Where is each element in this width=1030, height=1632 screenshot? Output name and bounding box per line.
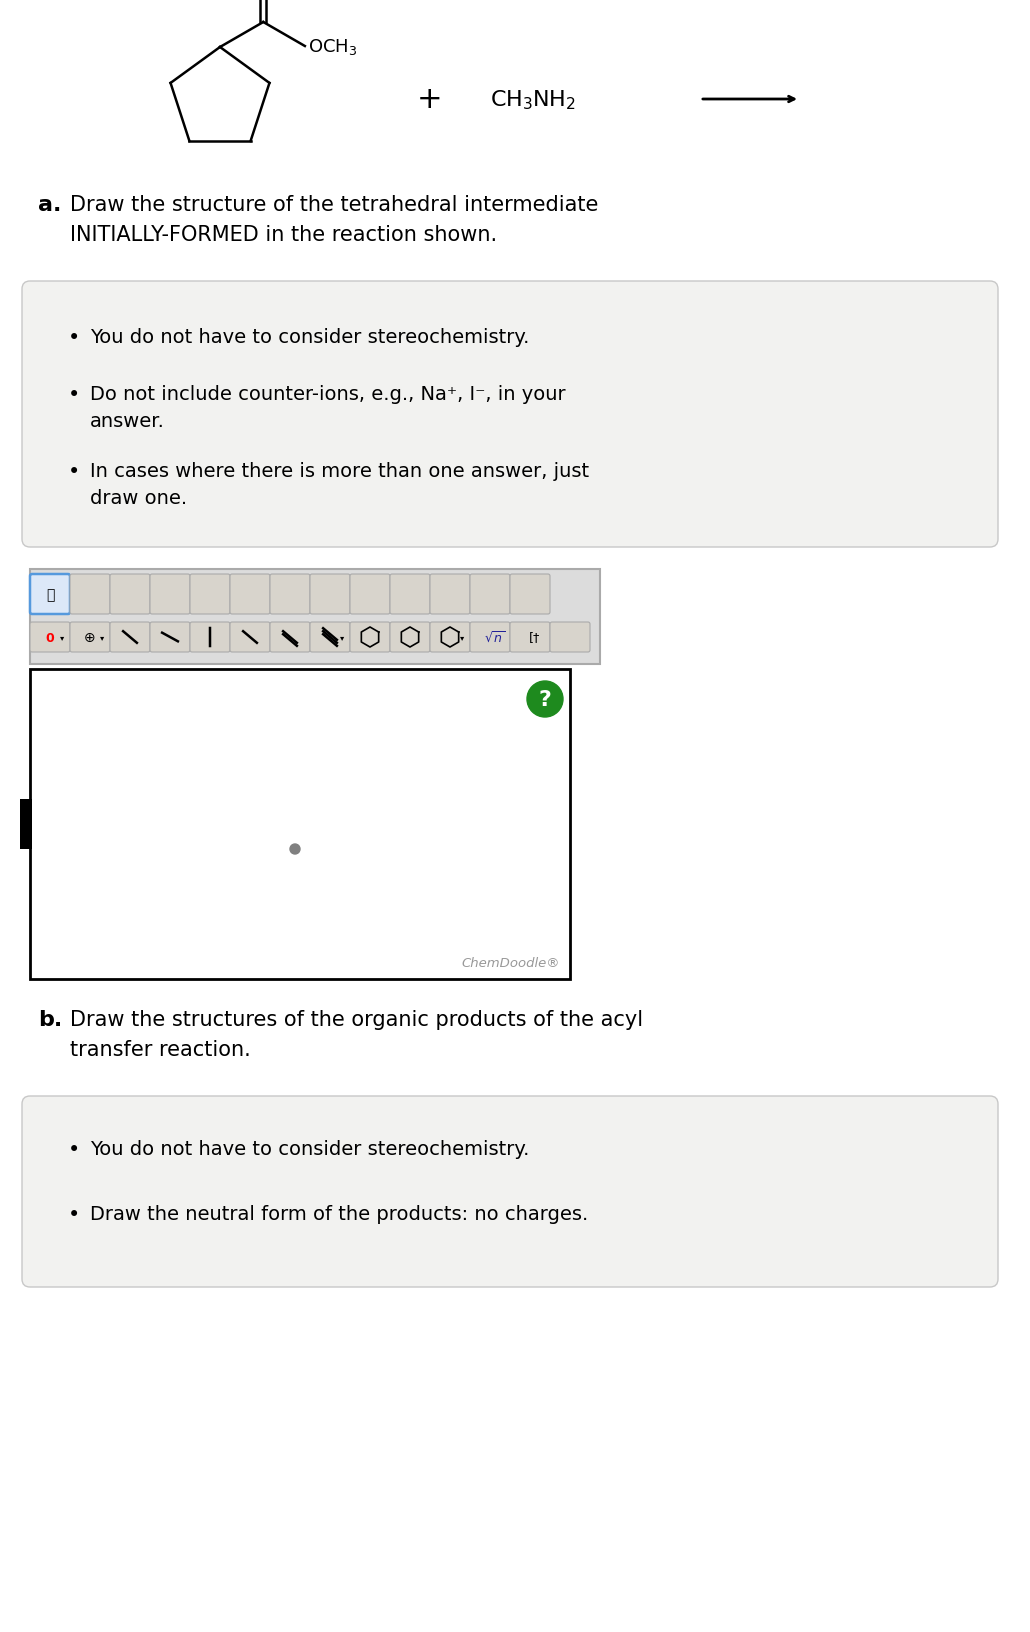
Text: Draw the structure of the tetrahedral intermediate
INITIALLY-FORMED in the react: Draw the structure of the tetrahedral in… [70, 194, 598, 245]
FancyBboxPatch shape [230, 574, 270, 615]
FancyBboxPatch shape [22, 1097, 998, 1288]
Text: •: • [68, 462, 80, 481]
FancyBboxPatch shape [30, 570, 600, 664]
Text: Draw the structures of the organic products of the acyl
transfer reaction.: Draw the structures of the organic produ… [70, 1009, 643, 1059]
Text: ?: ? [539, 690, 551, 710]
FancyBboxPatch shape [550, 623, 590, 653]
Text: 0: 0 [45, 632, 55, 645]
FancyBboxPatch shape [390, 574, 430, 615]
FancyBboxPatch shape [110, 574, 150, 615]
Text: ⊕: ⊕ [84, 630, 96, 645]
FancyBboxPatch shape [390, 623, 430, 653]
FancyBboxPatch shape [110, 623, 150, 653]
Text: •: • [68, 1139, 80, 1159]
Text: •: • [68, 328, 80, 348]
Text: +: + [417, 85, 443, 114]
Text: •: • [68, 385, 80, 405]
Text: In cases where there is more than one answer, just
draw one.: In cases where there is more than one an… [90, 462, 589, 508]
Text: Draw the neutral form of the products: no charges.: Draw the neutral form of the products: n… [90, 1204, 588, 1224]
Text: a.: a. [38, 194, 62, 215]
Text: [†: [† [529, 632, 541, 645]
FancyBboxPatch shape [190, 623, 230, 653]
FancyBboxPatch shape [30, 574, 70, 615]
FancyBboxPatch shape [470, 623, 510, 653]
FancyBboxPatch shape [30, 623, 70, 653]
FancyBboxPatch shape [70, 574, 110, 615]
FancyBboxPatch shape [470, 574, 510, 615]
FancyBboxPatch shape [350, 623, 390, 653]
Text: ▾: ▾ [60, 633, 64, 641]
FancyBboxPatch shape [150, 574, 190, 615]
FancyBboxPatch shape [510, 574, 550, 615]
FancyBboxPatch shape [70, 623, 110, 653]
FancyBboxPatch shape [190, 574, 230, 615]
Text: OCH$_3$: OCH$_3$ [308, 38, 357, 57]
Bar [30, 669, 570, 979]
Text: ChemDoodle®: ChemDoodle® [461, 956, 560, 969]
FancyBboxPatch shape [310, 623, 350, 653]
FancyBboxPatch shape [270, 623, 310, 653]
Text: You do not have to consider stereochemistry.: You do not have to consider stereochemis… [90, 328, 529, 346]
FancyBboxPatch shape [430, 574, 470, 615]
FancyBboxPatch shape [270, 574, 310, 615]
FancyBboxPatch shape [230, 623, 270, 653]
Circle shape [290, 844, 300, 855]
Text: ▾: ▾ [459, 633, 465, 641]
Text: b.: b. [38, 1009, 62, 1030]
Text: Do not include counter-ions, e.g., Na⁺, I⁻, in your
answer.: Do not include counter-ions, e.g., Na⁺, … [90, 385, 565, 431]
Text: $\sqrt{n}$: $\sqrt{n}$ [484, 630, 506, 645]
FancyBboxPatch shape [310, 574, 350, 615]
Text: You do not have to consider stereochemistry.: You do not have to consider stereochemis… [90, 1139, 529, 1159]
Circle shape [527, 682, 563, 718]
Bar [20, 800, 32, 850]
Text: ▾: ▾ [100, 633, 104, 641]
Text: CH$_3$NH$_2$: CH$_3$NH$_2$ [490, 88, 576, 111]
Text: ▾: ▾ [340, 633, 344, 641]
FancyBboxPatch shape [430, 623, 470, 653]
FancyBboxPatch shape [22, 282, 998, 548]
Text: ✋: ✋ [45, 588, 55, 602]
FancyBboxPatch shape [150, 623, 190, 653]
FancyBboxPatch shape [510, 623, 550, 653]
FancyBboxPatch shape [350, 574, 390, 615]
Text: •: • [68, 1204, 80, 1224]
